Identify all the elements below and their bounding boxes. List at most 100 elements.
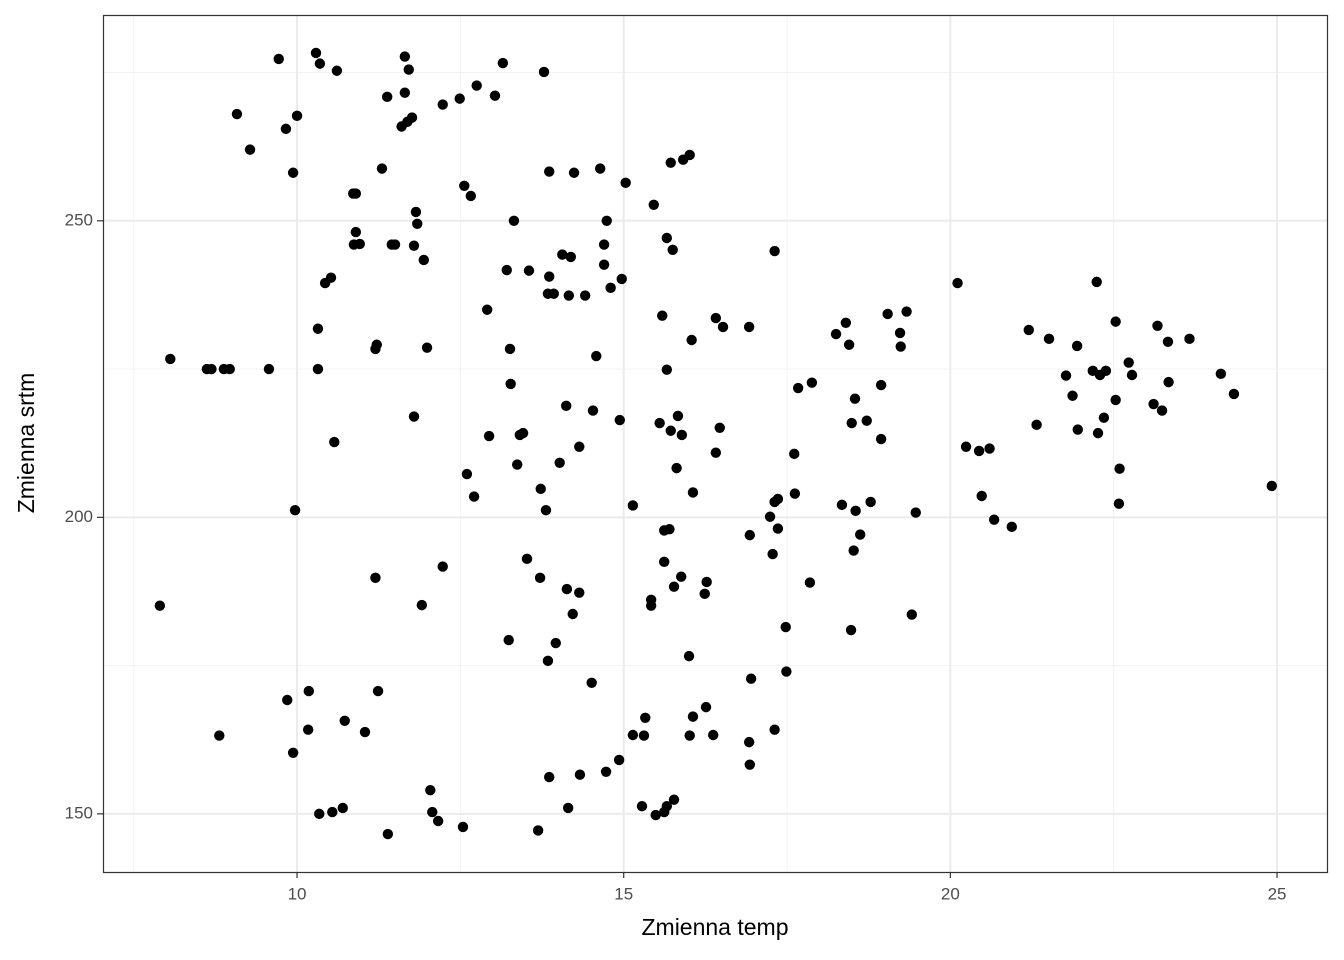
point bbox=[638, 730, 650, 741]
point bbox=[312, 363, 324, 375]
point bbox=[714, 422, 725, 433]
point bbox=[263, 363, 275, 375]
panel-border bbox=[102, 14, 1329, 874]
point bbox=[568, 167, 580, 178]
point bbox=[310, 47, 322, 59]
point bbox=[1228, 388, 1240, 400]
point bbox=[1072, 424, 1083, 435]
point bbox=[952, 277, 963, 289]
point bbox=[540, 505, 552, 516]
y-tick-label: 250 bbox=[65, 210, 93, 229]
point bbox=[165, 353, 176, 365]
point bbox=[501, 264, 512, 276]
point bbox=[687, 711, 699, 722]
point bbox=[1031, 419, 1042, 431]
point bbox=[792, 382, 804, 394]
point bbox=[960, 441, 972, 452]
point bbox=[605, 282, 616, 294]
point bbox=[437, 99, 448, 110]
point bbox=[503, 634, 514, 646]
point bbox=[350, 188, 362, 199]
point bbox=[538, 66, 550, 78]
point bbox=[1006, 521, 1017, 533]
point bbox=[789, 448, 800, 460]
point bbox=[408, 240, 420, 251]
point bbox=[686, 334, 697, 346]
point bbox=[289, 505, 301, 516]
point bbox=[1098, 412, 1110, 423]
point bbox=[372, 685, 384, 697]
point bbox=[910, 507, 921, 518]
point bbox=[224, 363, 235, 375]
point bbox=[231, 108, 243, 120]
point bbox=[806, 377, 818, 388]
point bbox=[845, 624, 857, 636]
point bbox=[717, 321, 729, 333]
point bbox=[700, 701, 712, 713]
point bbox=[319, 277, 331, 289]
point bbox=[206, 363, 217, 375]
point bbox=[744, 529, 755, 541]
point bbox=[988, 514, 1000, 525]
point bbox=[280, 123, 292, 135]
point bbox=[772, 493, 784, 505]
point bbox=[1266, 480, 1278, 492]
point bbox=[382, 828, 394, 840]
point bbox=[574, 769, 586, 780]
point bbox=[744, 759, 755, 770]
point bbox=[895, 341, 906, 352]
point bbox=[523, 265, 535, 276]
point bbox=[627, 500, 639, 511]
point bbox=[875, 379, 887, 391]
point bbox=[767, 548, 778, 560]
point bbox=[535, 483, 546, 495]
point bbox=[840, 317, 852, 329]
point bbox=[865, 496, 876, 508]
point bbox=[454, 93, 465, 104]
point bbox=[664, 524, 675, 535]
point bbox=[489, 90, 501, 101]
point bbox=[743, 321, 755, 333]
point bbox=[557, 249, 568, 260]
point bbox=[399, 87, 411, 98]
point bbox=[457, 821, 469, 833]
point bbox=[314, 58, 326, 69]
point bbox=[661, 800, 673, 812]
point bbox=[408, 411, 420, 422]
point bbox=[804, 577, 816, 588]
point bbox=[244, 144, 256, 155]
point bbox=[154, 600, 166, 611]
point bbox=[894, 327, 906, 339]
point bbox=[600, 766, 612, 777]
x-axis-title: Zmienna temp bbox=[641, 914, 788, 940]
point bbox=[273, 53, 284, 65]
point bbox=[861, 415, 872, 426]
point bbox=[574, 441, 585, 452]
point bbox=[627, 729, 639, 741]
point bbox=[544, 271, 555, 282]
point bbox=[339, 715, 350, 726]
point bbox=[616, 273, 627, 285]
point bbox=[562, 802, 574, 814]
point bbox=[497, 57, 509, 69]
point bbox=[661, 232, 673, 244]
point bbox=[331, 65, 343, 76]
point bbox=[303, 685, 314, 697]
point bbox=[743, 736, 755, 748]
point bbox=[412, 218, 423, 229]
point bbox=[882, 308, 893, 320]
point bbox=[465, 190, 477, 202]
point bbox=[354, 238, 365, 250]
point bbox=[657, 310, 668, 321]
point bbox=[403, 64, 414, 75]
point bbox=[512, 459, 523, 470]
point bbox=[613, 754, 625, 766]
point bbox=[291, 110, 303, 122]
point bbox=[563, 290, 575, 301]
point bbox=[1067, 390, 1078, 401]
y-axis-title: Zmienna srtm bbox=[13, 373, 39, 514]
point bbox=[483, 430, 495, 442]
point bbox=[410, 206, 422, 218]
